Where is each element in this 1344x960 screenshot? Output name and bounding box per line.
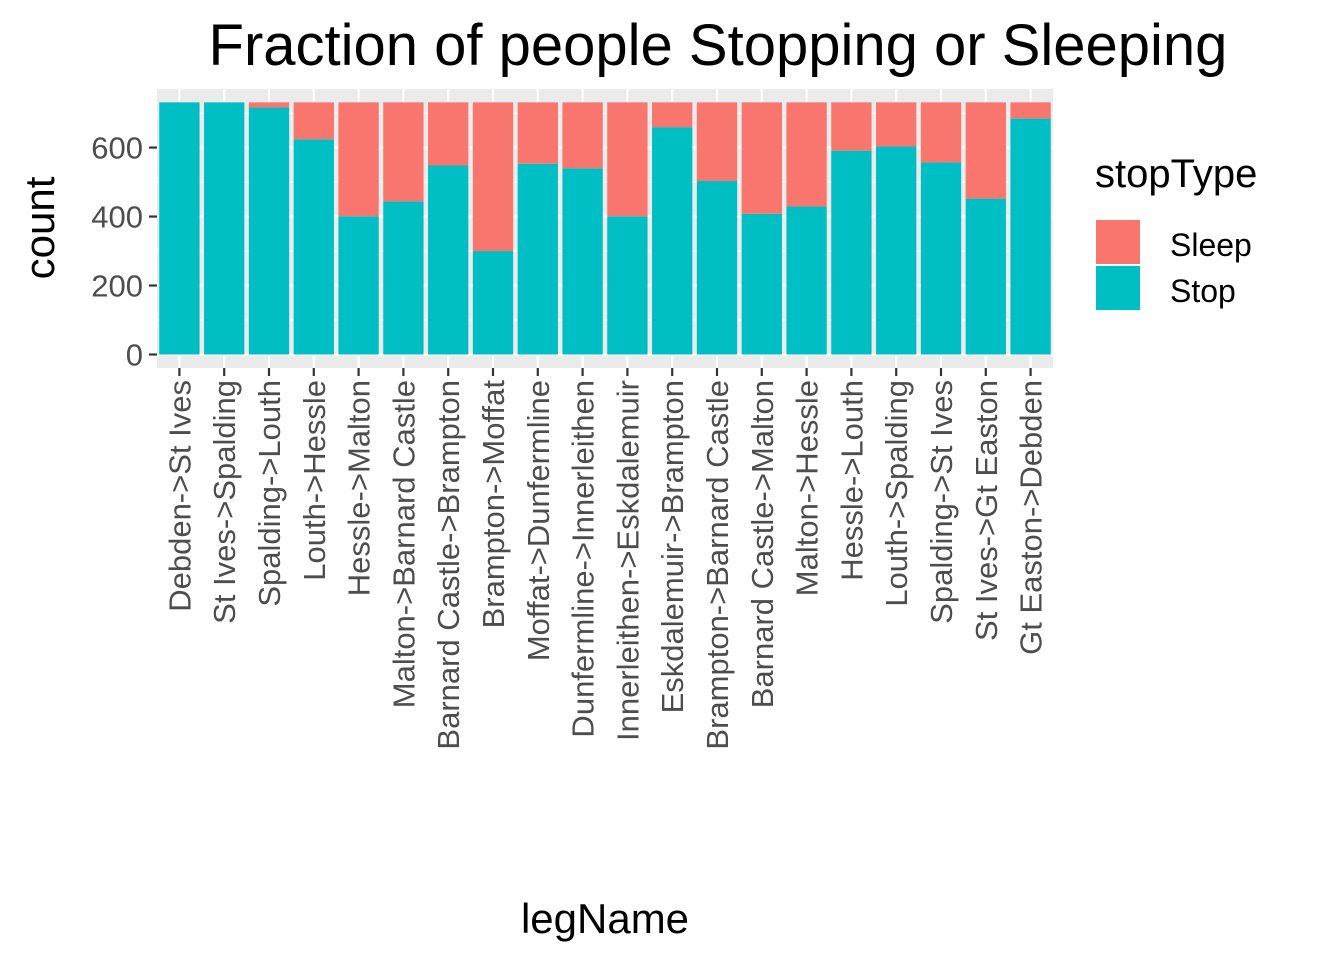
bar-stop	[831, 150, 872, 355]
x-tick-label: Moffat->Dunfermline	[521, 380, 556, 661]
legend: stopType Sleep Stop	[1095, 152, 1257, 310]
bar-stop	[338, 216, 379, 355]
bar-stop	[383, 201, 424, 355]
y-tick-label: 0	[126, 338, 143, 373]
bar-stop	[248, 107, 290, 355]
x-tick-label: Barnard Castle->Malton	[745, 380, 780, 708]
bar-sleep	[831, 102, 872, 151]
legend-key-stop	[1096, 266, 1140, 310]
x-tick-label: Louth->Spalding	[879, 380, 914, 607]
x-tick-label: Brampton->Moffat	[476, 380, 511, 629]
bar-sleep	[472, 102, 514, 252]
bar-stop	[965, 198, 1006, 355]
chart-title: Fraction of people Stopping or Sleeping	[209, 13, 1228, 78]
bar-sleep	[338, 102, 379, 217]
bar-stop	[517, 163, 558, 355]
x-tick-label: Brampton->Barnard Castle	[700, 380, 735, 750]
bar-sleep	[652, 102, 693, 128]
y-tick-label: 200	[91, 269, 143, 304]
x-tick-label: Gt Easton->Debden	[1014, 380, 1049, 655]
x-axis-title: legName	[521, 895, 689, 942]
y-tick-label: 600	[91, 131, 143, 166]
y-axis: 0 200 400 600	[91, 131, 157, 373]
x-tick-label: Spalding->St Ives	[924, 380, 959, 624]
x-tick-label: St Ives->Gt Easton	[969, 380, 1004, 641]
bar-stop	[204, 102, 245, 355]
bar-sleep	[607, 102, 648, 217]
bar-sleep	[741, 102, 782, 214]
bar-stop	[876, 146, 917, 355]
bar-sleep	[293, 102, 334, 140]
x-tick-label: Louth->Hessle	[297, 380, 332, 581]
bar-sleep	[428, 102, 469, 166]
bar-stop	[293, 139, 334, 355]
y-axis-title: count	[16, 176, 63, 279]
bar-stop	[607, 216, 648, 355]
bar-stop	[472, 251, 514, 355]
x-tick-label: Eskdalemuir->Brampton	[655, 380, 690, 713]
bar-sleep	[920, 102, 962, 163]
y-tick-label: 400	[91, 200, 143, 235]
legend-title: stopType	[1095, 152, 1257, 196]
bar-sleep	[965, 102, 1006, 199]
bar-sleep	[786, 102, 827, 207]
x-tick-label: Hessle->Malton	[342, 380, 377, 596]
bar-sleep	[1010, 102, 1051, 119]
x-axis: Debden->St Ives St Ives->Spalding Spalding…	[162, 368, 1049, 750]
x-tick-label: Spalding->Louth	[252, 380, 287, 607]
x-tick-label: Barnard Castle->Brampton	[431, 380, 466, 750]
x-tick-label: Malton->Hessle	[790, 380, 825, 596]
bar-stop	[741, 213, 782, 355]
x-tick-label: Malton->Barnard Castle	[386, 380, 421, 708]
bar-stop	[786, 206, 827, 355]
bars	[159, 102, 1051, 355]
bar-stop	[428, 165, 469, 355]
bar-stop	[920, 162, 962, 355]
bar-stop	[696, 181, 738, 355]
bar-sleep	[696, 102, 738, 182]
x-tick-label: Debden->St Ives	[162, 380, 197, 612]
legend-label-stop: Stop	[1170, 273, 1236, 309]
legend-label-sleep: Sleep	[1170, 227, 1252, 263]
bar-stop	[562, 168, 603, 355]
bar-sleep	[248, 102, 290, 108]
x-tick-label: Dunfermline->Innerleithen	[566, 380, 601, 738]
x-tick-label: Innerleithen->Eskdalemuir	[610, 380, 645, 741]
bar-sleep	[876, 102, 917, 147]
bar-stop	[652, 127, 693, 355]
bar-stop	[159, 102, 200, 355]
bar-sleep	[562, 102, 603, 169]
x-tick-label: St Ives->Spalding	[207, 380, 242, 624]
bar-sleep	[517, 102, 558, 164]
bar-stop	[1010, 118, 1051, 355]
legend-key-sleep	[1096, 220, 1140, 264]
x-tick-label: Hessle->Louth	[834, 380, 869, 581]
bar-sleep	[383, 102, 424, 202]
plot-panel	[157, 89, 1053, 368]
